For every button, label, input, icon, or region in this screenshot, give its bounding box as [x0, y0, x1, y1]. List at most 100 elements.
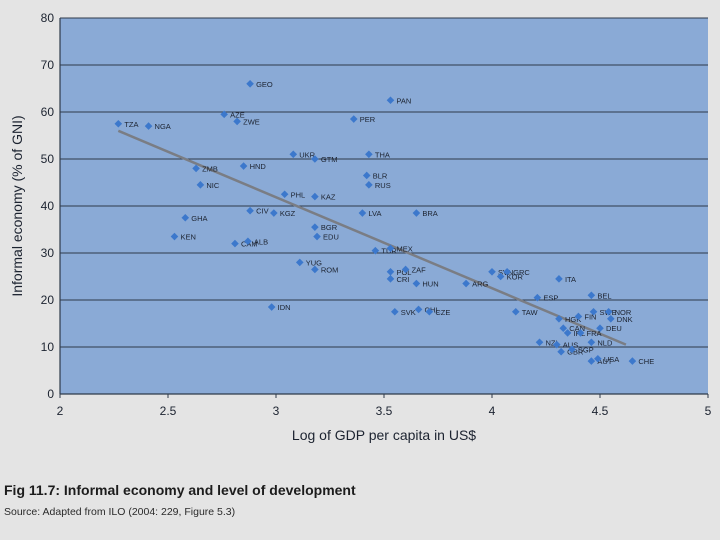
data-point-aus	[553, 340, 561, 349]
data-point-grc	[503, 268, 511, 276]
point-label: USA	[604, 355, 619, 364]
data-point-aze	[220, 110, 228, 119]
data-point-hgk	[555, 315, 563, 323]
data-point-svk	[391, 307, 399, 316]
data-point-usa	[594, 354, 602, 363]
data-point-rus	[365, 181, 373, 189]
point-label: THA	[375, 150, 390, 159]
point-label: SGP	[578, 345, 594, 354]
point-label: BRA	[422, 209, 437, 218]
data-point-bra	[412, 209, 421, 217]
x-tick-label: 2.5	[160, 404, 177, 418]
data-point-edu	[313, 232, 321, 241]
point-label: AUT	[597, 357, 612, 366]
point-label: NZL	[546, 338, 560, 347]
data-point-mex	[386, 244, 395, 253]
y-tick-label: 30	[41, 246, 55, 260]
scatter-chart: 0 10 20 30 40 50 60 70 80 2 2.5 3 3.5 4 4.5 5 Log of GDP…	[9, 11, 712, 443]
data-point-arg	[462, 279, 470, 288]
data-point-zwe	[233, 117, 241, 126]
data-point-gtm	[311, 155, 319, 163]
data-point-cam	[231, 239, 239, 248]
data-point-tza	[114, 119, 123, 128]
point-label: CRI	[396, 275, 409, 284]
point-label: DEU	[606, 324, 622, 333]
data-point-blr	[362, 171, 371, 180]
data-point-esp	[533, 293, 542, 302]
data-point-can	[559, 324, 568, 332]
data-point-pan	[386, 96, 395, 105]
point-label: AZE	[230, 110, 245, 119]
data-point-cri	[386, 275, 395, 283]
point-label: EDU	[323, 233, 339, 242]
data-point-nic	[196, 181, 205, 189]
point-label: ZWE	[243, 117, 260, 126]
y-tick-label: 50	[41, 152, 55, 166]
point-label: FIN	[584, 312, 596, 321]
x-tick-label: 3	[273, 404, 280, 418]
point-label: MEX	[396, 244, 412, 253]
point-label: UKR	[299, 150, 315, 159]
point-label: CZE	[435, 308, 450, 317]
point-label: YUG	[306, 258, 322, 267]
point-label: TAW	[522, 308, 539, 317]
y-tick-label: 60	[41, 105, 55, 119]
data-point-per	[349, 115, 358, 123]
data-point-svn	[488, 268, 496, 276]
point-label: POL	[396, 268, 411, 277]
data-point-zmb	[192, 164, 200, 173]
data-point-lva	[358, 209, 367, 217]
trend-line	[117, 129, 627, 346]
point-label: HUN	[422, 280, 438, 289]
point-label: CAM	[241, 240, 258, 249]
point-label: BLR	[373, 171, 388, 180]
figure-caption: Fig 11.7: Informal economy and level of …	[4, 482, 356, 498]
caption-block: Fig 11.7: Informal economy and level of …	[4, 482, 704, 518]
point-label: PER	[360, 115, 376, 124]
point-label: FRA	[587, 329, 602, 338]
point-label: KGZ	[280, 209, 296, 218]
point-label: PAN	[396, 96, 411, 105]
point-label: ESP	[543, 294, 558, 303]
point-label: KEN	[180, 233, 195, 242]
point-label: GBR	[567, 348, 584, 357]
data-point-aut	[587, 357, 596, 365]
point-label: DNK	[617, 315, 633, 324]
point-label: NLD	[597, 338, 613, 347]
point-label: ALB	[254, 237, 268, 246]
data-point-ukr	[289, 150, 298, 159]
y-tick-label: 40	[41, 199, 55, 213]
x-tick-label: 4.5	[592, 404, 609, 418]
data-point-tur	[371, 246, 380, 255]
data-point-gbr	[557, 347, 565, 356]
data-point-geo	[246, 80, 254, 88]
data-point-dnk	[607, 315, 615, 323]
point-label: CAN	[569, 324, 585, 333]
data-point-taw	[511, 307, 520, 316]
point-label: IDN	[278, 303, 291, 312]
x-tick-label: 2	[57, 404, 64, 418]
data-point-yug	[295, 258, 304, 267]
point-label: BEL	[597, 291, 611, 300]
point-label: LVA	[368, 209, 381, 218]
point-label: GHA	[191, 214, 207, 223]
point-label: RUS	[375, 181, 391, 190]
data-point-sgp	[568, 345, 576, 354]
data-point-hnd	[239, 162, 248, 170]
data-point-nld	[587, 338, 596, 347]
data-point-rom	[311, 265, 319, 274]
data-point-kgz	[270, 209, 278, 217]
point-label: ZMB	[202, 164, 218, 173]
point-label: GRC	[513, 268, 530, 277]
point-label: CHE	[638, 357, 654, 366]
data-point-bgr	[311, 223, 319, 231]
point-label: ARG	[472, 280, 488, 289]
data-point-zaf	[401, 265, 410, 274]
point-label: HGK	[565, 315, 581, 324]
data-point-irl	[563, 329, 572, 337]
data-point-fra	[576, 329, 585, 337]
data-point-fin	[574, 312, 583, 321]
data-point-nor	[604, 307, 613, 316]
point-label: KOR	[507, 273, 524, 282]
